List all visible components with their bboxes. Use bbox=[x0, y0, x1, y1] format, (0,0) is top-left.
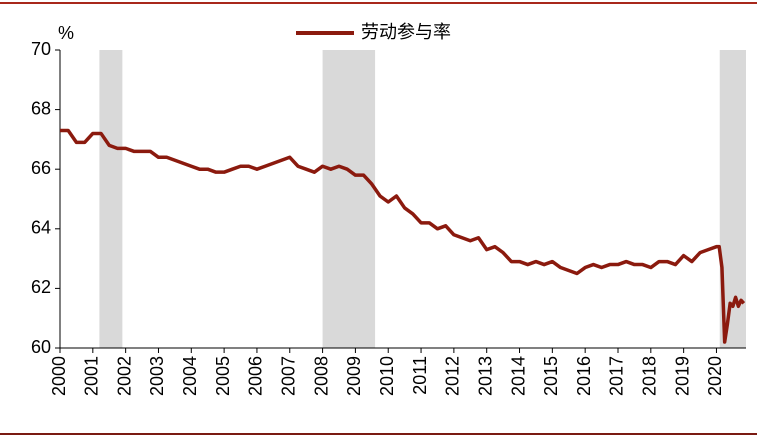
shaded-period bbox=[322, 50, 376, 348]
x-tick-label: 2011 bbox=[410, 356, 430, 395]
series-line bbox=[60, 128, 746, 344]
x-tick-label: 2005 bbox=[213, 356, 233, 396]
shaded-period bbox=[99, 50, 123, 348]
x-tick-label: 2000 bbox=[49, 356, 69, 396]
x-tick-label: 2010 bbox=[377, 356, 397, 396]
x-tick-label: 2019 bbox=[672, 356, 692, 396]
y-tick-label: 68 bbox=[31, 98, 51, 118]
x-tick-label: 2006 bbox=[246, 356, 266, 396]
x-tick-label: 2001 bbox=[82, 356, 102, 396]
x-tick-label: 2007 bbox=[279, 356, 299, 396]
y-tick-label: 60 bbox=[31, 337, 51, 357]
y-unit: % bbox=[58, 23, 74, 43]
legend-label: 劳动参与率 bbox=[361, 22, 451, 43]
x-tick-label: 2009 bbox=[344, 356, 364, 396]
x-tick-label: 2012 bbox=[443, 356, 463, 396]
x-tick-label: 2017 bbox=[607, 356, 627, 396]
x-tick-label: 2003 bbox=[147, 356, 167, 396]
x-tick-label: 2018 bbox=[640, 356, 660, 396]
y-tick-label: 62 bbox=[31, 277, 51, 297]
x-tick-label: 2015 bbox=[541, 356, 561, 396]
x-tick-label: 2016 bbox=[574, 356, 594, 396]
x-tick-label: 2014 bbox=[508, 356, 528, 396]
x-tick-label: 2002 bbox=[114, 356, 134, 396]
y-tick-label: 70 bbox=[31, 39, 51, 59]
x-tick-label: 2008 bbox=[311, 356, 331, 396]
x-tick-label: 2004 bbox=[180, 356, 200, 396]
y-tick-label: 64 bbox=[31, 218, 51, 238]
y-tick-label: 66 bbox=[31, 158, 51, 178]
x-tick-label: 2013 bbox=[475, 356, 495, 396]
x-tick-label: 2020 bbox=[705, 356, 725, 396]
